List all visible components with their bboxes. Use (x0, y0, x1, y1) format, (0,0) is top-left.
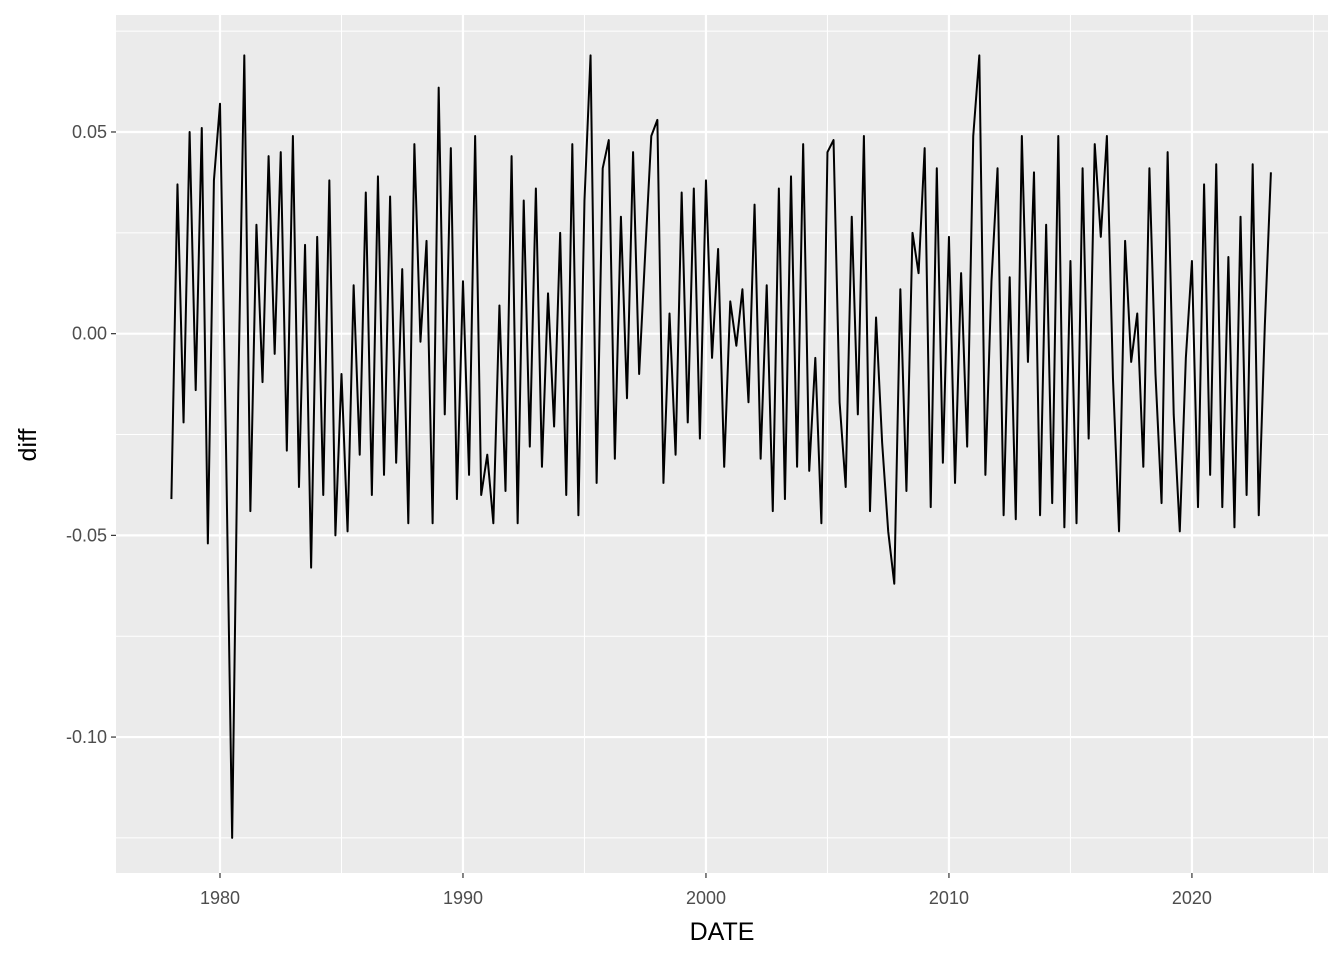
data-line (170, 54, 1272, 839)
y-tick-label: 0.00 (72, 324, 107, 344)
y-axis-title: diff (14, 429, 42, 462)
plot-panel (116, 15, 1328, 873)
y-tick-label: -0.05 (66, 525, 107, 545)
x-axis-title: DATE (690, 918, 755, 946)
y-tick-label: -0.10 (66, 727, 107, 747)
y-tick-label: 0.05 (72, 122, 107, 142)
x-tick-label: 2000 (686, 888, 726, 908)
x-tick-label: 2010 (929, 888, 969, 908)
x-tick-label: 1980 (200, 888, 240, 908)
x-tick-label: 2020 (1172, 888, 1212, 908)
x-tick-label: 1990 (443, 888, 483, 908)
